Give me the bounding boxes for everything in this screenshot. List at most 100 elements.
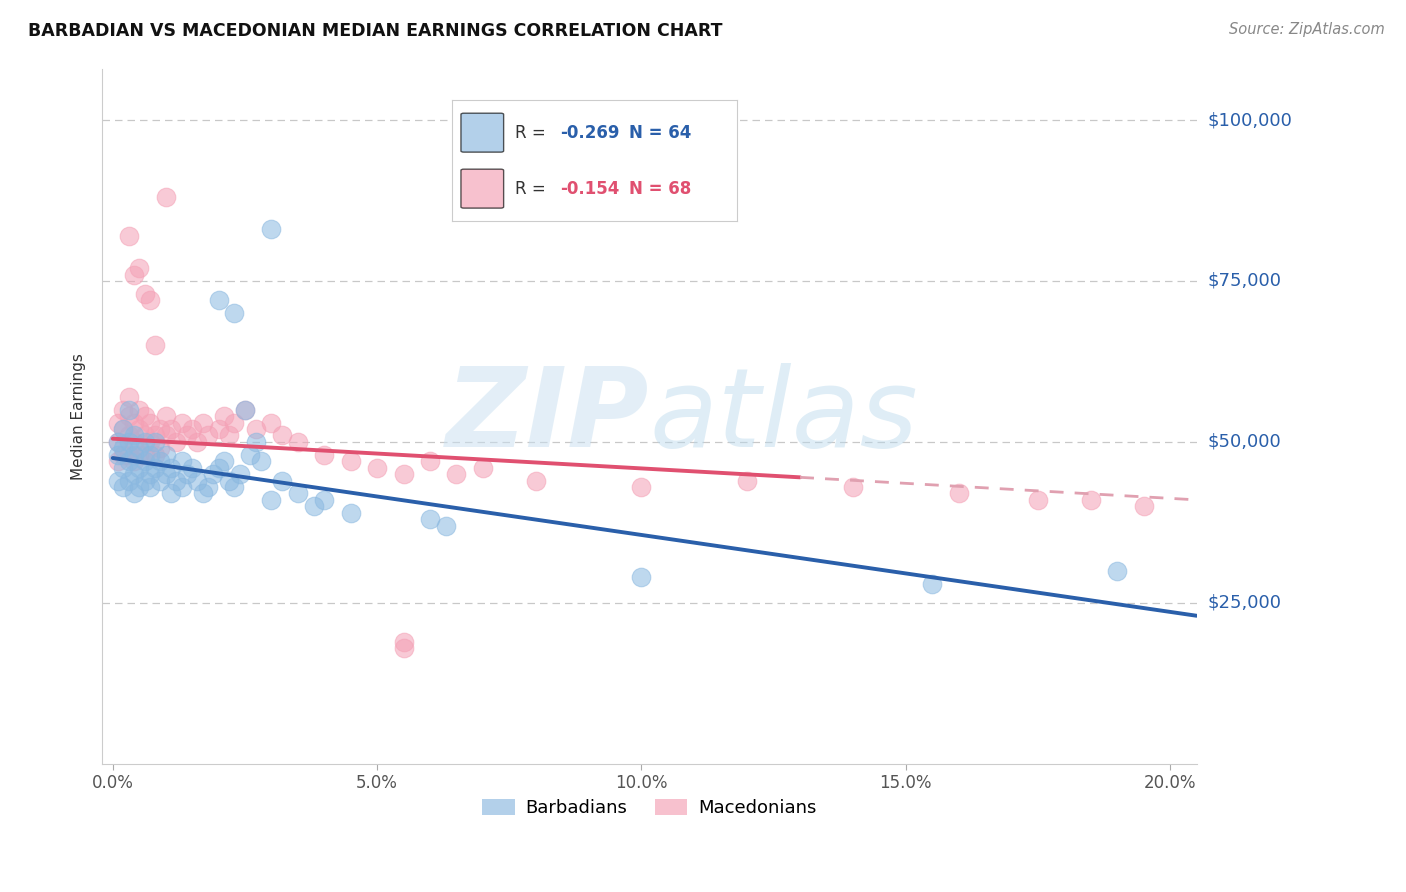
- Point: [176, 467, 198, 482]
- Point: [207, 422, 229, 436]
- Point: [155, 467, 177, 482]
- Point: [122, 434, 145, 449]
- Point: [117, 454, 139, 468]
- Point: [107, 434, 129, 449]
- Point: [260, 492, 283, 507]
- Point: [143, 428, 166, 442]
- Point: [149, 442, 172, 456]
- Text: $100,000: $100,000: [1208, 111, 1292, 129]
- Point: [128, 422, 150, 436]
- Point: [160, 422, 183, 436]
- Point: [170, 454, 193, 468]
- Point: [471, 460, 494, 475]
- Point: [339, 506, 361, 520]
- Point: [260, 416, 283, 430]
- Point: [1107, 564, 1129, 578]
- Point: [1080, 492, 1102, 507]
- Point: [186, 434, 208, 449]
- Point: [143, 448, 166, 462]
- Point: [366, 460, 388, 475]
- Point: [392, 467, 415, 482]
- Point: [134, 448, 156, 462]
- Point: [302, 500, 325, 514]
- Point: [107, 416, 129, 430]
- Point: [155, 448, 177, 462]
- Point: [202, 467, 225, 482]
- Point: [224, 416, 246, 430]
- Point: [1132, 500, 1154, 514]
- Point: [207, 460, 229, 475]
- Point: [155, 190, 177, 204]
- Point: [170, 416, 193, 430]
- Text: ZIP: ZIP: [446, 363, 650, 470]
- Point: [143, 338, 166, 352]
- Point: [112, 402, 135, 417]
- Point: [224, 306, 246, 320]
- Point: [170, 480, 193, 494]
- Point: [134, 434, 156, 449]
- Point: [212, 454, 235, 468]
- Point: [122, 467, 145, 482]
- Point: [112, 442, 135, 456]
- Point: [107, 454, 129, 468]
- Point: [287, 486, 309, 500]
- Point: [107, 448, 129, 462]
- Point: [122, 416, 145, 430]
- Point: [524, 474, 547, 488]
- Point: [735, 474, 758, 488]
- Point: [122, 448, 145, 462]
- Point: [112, 448, 135, 462]
- Point: [245, 434, 267, 449]
- Point: [139, 293, 162, 308]
- Point: [948, 486, 970, 500]
- Point: [112, 460, 135, 475]
- Point: [207, 293, 229, 308]
- Point: [143, 434, 166, 449]
- Point: [218, 474, 240, 488]
- Point: [160, 486, 183, 500]
- Point: [128, 442, 150, 456]
- Point: [112, 422, 135, 436]
- Point: [191, 486, 214, 500]
- Point: [122, 428, 145, 442]
- Point: [446, 467, 468, 482]
- Point: [134, 454, 156, 468]
- Point: [128, 261, 150, 276]
- Point: [314, 492, 336, 507]
- Point: [287, 434, 309, 449]
- Point: [139, 434, 162, 449]
- Point: [117, 228, 139, 243]
- Point: [176, 428, 198, 442]
- Y-axis label: Median Earnings: Median Earnings: [72, 352, 86, 480]
- Point: [149, 474, 172, 488]
- Point: [218, 428, 240, 442]
- Point: [181, 422, 204, 436]
- Point: [630, 480, 652, 494]
- Point: [143, 460, 166, 475]
- Point: [134, 474, 156, 488]
- Point: [139, 416, 162, 430]
- Point: [122, 454, 145, 468]
- Point: [186, 474, 208, 488]
- Point: [149, 454, 172, 468]
- Point: [122, 268, 145, 282]
- Point: [122, 486, 145, 500]
- Point: [419, 512, 441, 526]
- Point: [392, 634, 415, 648]
- Point: [181, 460, 204, 475]
- Point: [250, 454, 273, 468]
- Point: [107, 434, 129, 449]
- Text: $25,000: $25,000: [1208, 594, 1282, 612]
- Point: [260, 222, 283, 236]
- Point: [134, 286, 156, 301]
- Point: [197, 428, 219, 442]
- Point: [112, 480, 135, 494]
- Point: [233, 402, 256, 417]
- Point: [117, 390, 139, 404]
- Point: [314, 448, 336, 462]
- Point: [339, 454, 361, 468]
- Point: [419, 454, 441, 468]
- Point: [224, 480, 246, 494]
- Point: [239, 448, 262, 462]
- Text: atlas: atlas: [650, 363, 918, 470]
